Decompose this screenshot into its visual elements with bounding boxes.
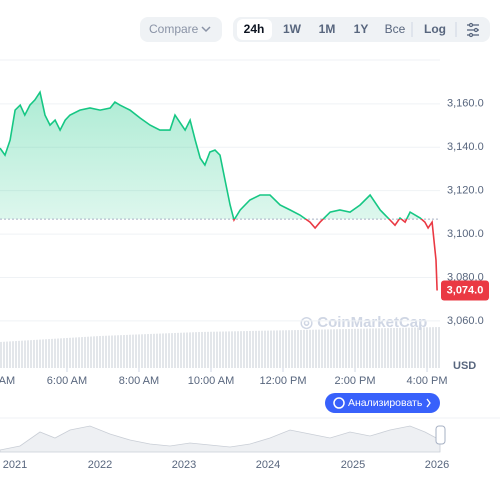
x-tick-label: 2:00 PM xyxy=(335,375,376,387)
timeframe[interactable]: Все xyxy=(385,22,406,36)
x-tick-label: 6:00 AM xyxy=(47,375,87,387)
price-tag xyxy=(441,280,489,301)
x-tick-label: 12:00 PM xyxy=(259,375,306,387)
navigator-label: 2023 xyxy=(172,459,196,471)
y-tick-label: 3,060.0 xyxy=(447,315,484,327)
y-tick-label: 3,080.0 xyxy=(447,271,484,283)
navigator-label: 2024 xyxy=(256,459,280,471)
timeframe[interactable]: 1W xyxy=(283,22,302,36)
log-button[interactable]: Log xyxy=(424,22,446,36)
y-tick-label: 3,140.0 xyxy=(447,141,484,153)
navigator-label: 2021 xyxy=(3,459,27,471)
watermark-text: CoinMarketCap xyxy=(317,314,427,331)
volume-bars xyxy=(0,327,440,368)
navigator-label: 2025 xyxy=(341,459,365,471)
navigator-handle[interactable] xyxy=(435,425,446,445)
analyze-icon xyxy=(333,397,345,409)
chevron xyxy=(426,398,431,408)
analyze-label: Анализировать xyxy=(348,397,423,409)
y-tick-label: 3,160.0 xyxy=(447,98,484,110)
x-tick-label: 10:00 AM xyxy=(188,375,234,387)
navigator-label: 2026 xyxy=(425,459,449,471)
timeframe[interactable]: 1M xyxy=(319,22,336,36)
timeframe[interactable]: 24h xyxy=(244,22,265,36)
watermark: ◎ CoinMarketCap xyxy=(300,314,427,331)
chevron xyxy=(201,26,211,33)
compare-label: Compare xyxy=(149,22,199,36)
price-line xyxy=(0,90,438,291)
x-tick-label: 4:00 PM xyxy=(407,375,448,387)
timeframe[interactable]: 1Y xyxy=(354,22,369,36)
y-tick-label: 3,120.0 xyxy=(447,185,484,197)
price-tag-label: 3,074.0 xyxy=(447,284,484,296)
currency: USD xyxy=(453,360,476,372)
analyze-button[interactable] xyxy=(325,393,440,413)
x-tick-label: 4:00 AM xyxy=(0,375,15,387)
navigator-label: 2022 xyxy=(88,459,112,471)
navigator-area xyxy=(0,425,441,453)
timeframe-selected[interactable] xyxy=(237,19,272,40)
x-tick-label: 8:00 AM xyxy=(119,375,159,387)
timeframe-group xyxy=(233,17,490,42)
area-fill xyxy=(0,92,422,220)
y-tick-label: 3,100.0 xyxy=(447,228,484,240)
settings-icon[interactable] xyxy=(467,22,479,38)
compare-button[interactable] xyxy=(140,17,222,42)
